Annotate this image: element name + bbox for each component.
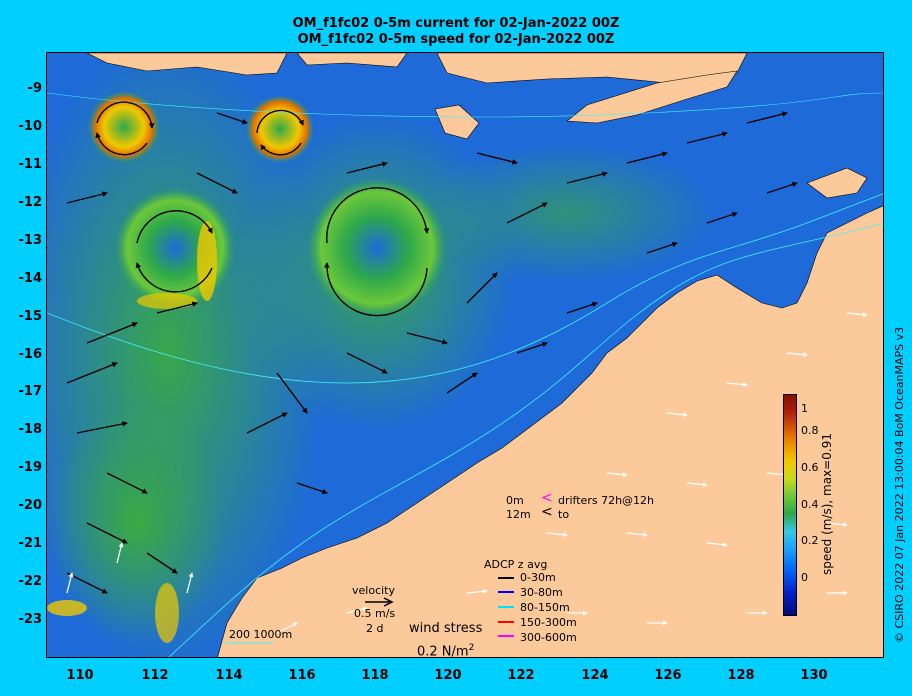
wind-stress-title: wind stress <box>409 621 483 636</box>
drifter-label: drifters 72h@12h <box>558 494 655 507</box>
eddy-cyclonic-2 <box>307 178 447 318</box>
island-timor <box>566 70 738 124</box>
adcp-item: 80-150m <box>520 601 570 614</box>
lat-label: -12 <box>18 195 43 210</box>
adcp-title: ADCP z avg <box>484 558 548 571</box>
island-sumba <box>434 104 480 140</box>
current-vectors <box>66 101 798 594</box>
lat-label: -16 <box>18 347 43 362</box>
lat-label: -11 <box>18 157 43 172</box>
isobath-200m <box>168 223 883 657</box>
lon-label: 128 <box>727 668 755 683</box>
lat-label: -18 <box>18 422 43 437</box>
lat-label: -20 <box>18 498 43 513</box>
speed-colorbar <box>783 394 797 616</box>
lon-label: 120 <box>434 668 462 683</box>
velocity-title: velocity <box>352 584 395 597</box>
drifter-depth-0m: 0m <box>506 494 524 507</box>
drifter-arrow-magenta-icon: < <box>541 490 553 506</box>
adcp-line-icons <box>498 577 514 637</box>
credit-container: © CSIRO 2022 07 Jan 2022 13:00:04 BoM Oc… <box>893 327 912 663</box>
lon-label: 110 <box>66 668 94 683</box>
lon-label: 114 <box>215 668 243 683</box>
credit-text: © CSIRO 2022 07 Jan 2022 13:00:04 BoM Oc… <box>893 326 906 643</box>
adcp-item: 30-80m <box>520 586 563 599</box>
island-java <box>86 53 288 76</box>
adcp-item: 150-300m <box>520 616 577 629</box>
drifter-to-label: to <box>558 508 570 521</box>
colorbar-label: speed (m/s), max=0.91 <box>820 433 834 575</box>
lon-label: 116 <box>288 668 316 683</box>
current-speed-map <box>46 52 884 658</box>
colorbar-tick: 1 <box>801 402 808 415</box>
island-nusa-tenggara <box>436 53 748 84</box>
lon-label: 122 <box>507 668 535 683</box>
adcp-item: 300-600m <box>520 631 577 644</box>
lon-label: 112 <box>141 668 169 683</box>
map-title-line2: OM_f1fc02 0-5m speed for 02-Jan-2022 00Z <box>297 32 615 47</box>
velocity-days: 2 d <box>366 622 384 635</box>
lat-label: -10 <box>18 119 43 134</box>
isobath-1000m <box>47 193 883 384</box>
colorbar-tick: 0.6 <box>801 461 819 474</box>
drifter-arrow-black-icon: < <box>541 504 553 520</box>
isobath-legend: 200 1000m <box>229 628 293 641</box>
lon-label: 124 <box>581 668 609 683</box>
lon-label: 130 <box>800 668 828 683</box>
drifter-depth-12m: 12m <box>506 508 531 521</box>
lat-label: -15 <box>18 309 43 324</box>
velocity-arrow-icon <box>365 597 394 607</box>
lat-label: -14 <box>18 271 43 286</box>
colorbar-tick: 0.2 <box>801 534 819 547</box>
adcp-item: 0-30m <box>520 571 556 584</box>
wind-stress-scale: 0.2 N/m2 <box>417 643 475 660</box>
wind-stress-vectors <box>66 312 868 634</box>
map-svg <box>47 53 883 657</box>
lon-label: 118 <box>361 668 389 683</box>
map-title-line1: OM_f1fc02 0-5m current for 02-Jan-2022 0… <box>292 16 620 31</box>
lat-label: -23 <box>18 612 43 627</box>
lat-label: -13 <box>18 233 43 248</box>
colorbar-tick: 0.4 <box>801 498 819 511</box>
lon-label: 126 <box>654 668 682 683</box>
colorbar-tick: 0.8 <box>801 424 819 437</box>
lat-label: -17 <box>18 384 43 399</box>
eddy-cyclonic-1 <box>115 188 235 308</box>
isobath-line-icon <box>226 642 274 644</box>
colorbar-tick: 0 <box>801 571 808 584</box>
island-tiwi <box>806 167 868 199</box>
lat-label: -9 <box>27 81 42 96</box>
lat-label: -19 <box>18 460 43 475</box>
eddy-warm-2 <box>246 95 314 163</box>
lat-label: -21 <box>18 536 43 551</box>
velocity-scale: 0.5 m/s <box>354 607 396 620</box>
lat-label: -22 <box>18 574 43 589</box>
